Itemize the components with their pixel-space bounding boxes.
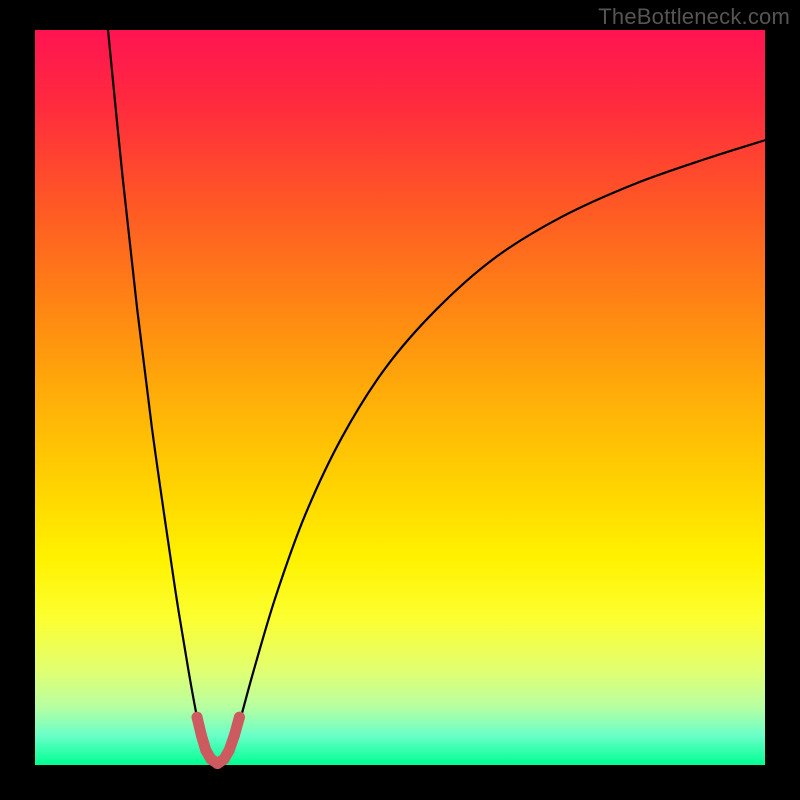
marker-band-dot — [196, 730, 207, 741]
chart-svg — [0, 0, 800, 800]
chart-container: TheBottleneck.com — [0, 0, 800, 800]
plot-background-gradient — [35, 30, 765, 765]
marker-band-dot — [192, 712, 203, 723]
marker-band-dot — [224, 745, 235, 756]
watermark-text: TheBottleneck.com — [598, 4, 790, 30]
marker-band-dot — [234, 712, 245, 723]
marker-band-dot — [229, 730, 240, 741]
